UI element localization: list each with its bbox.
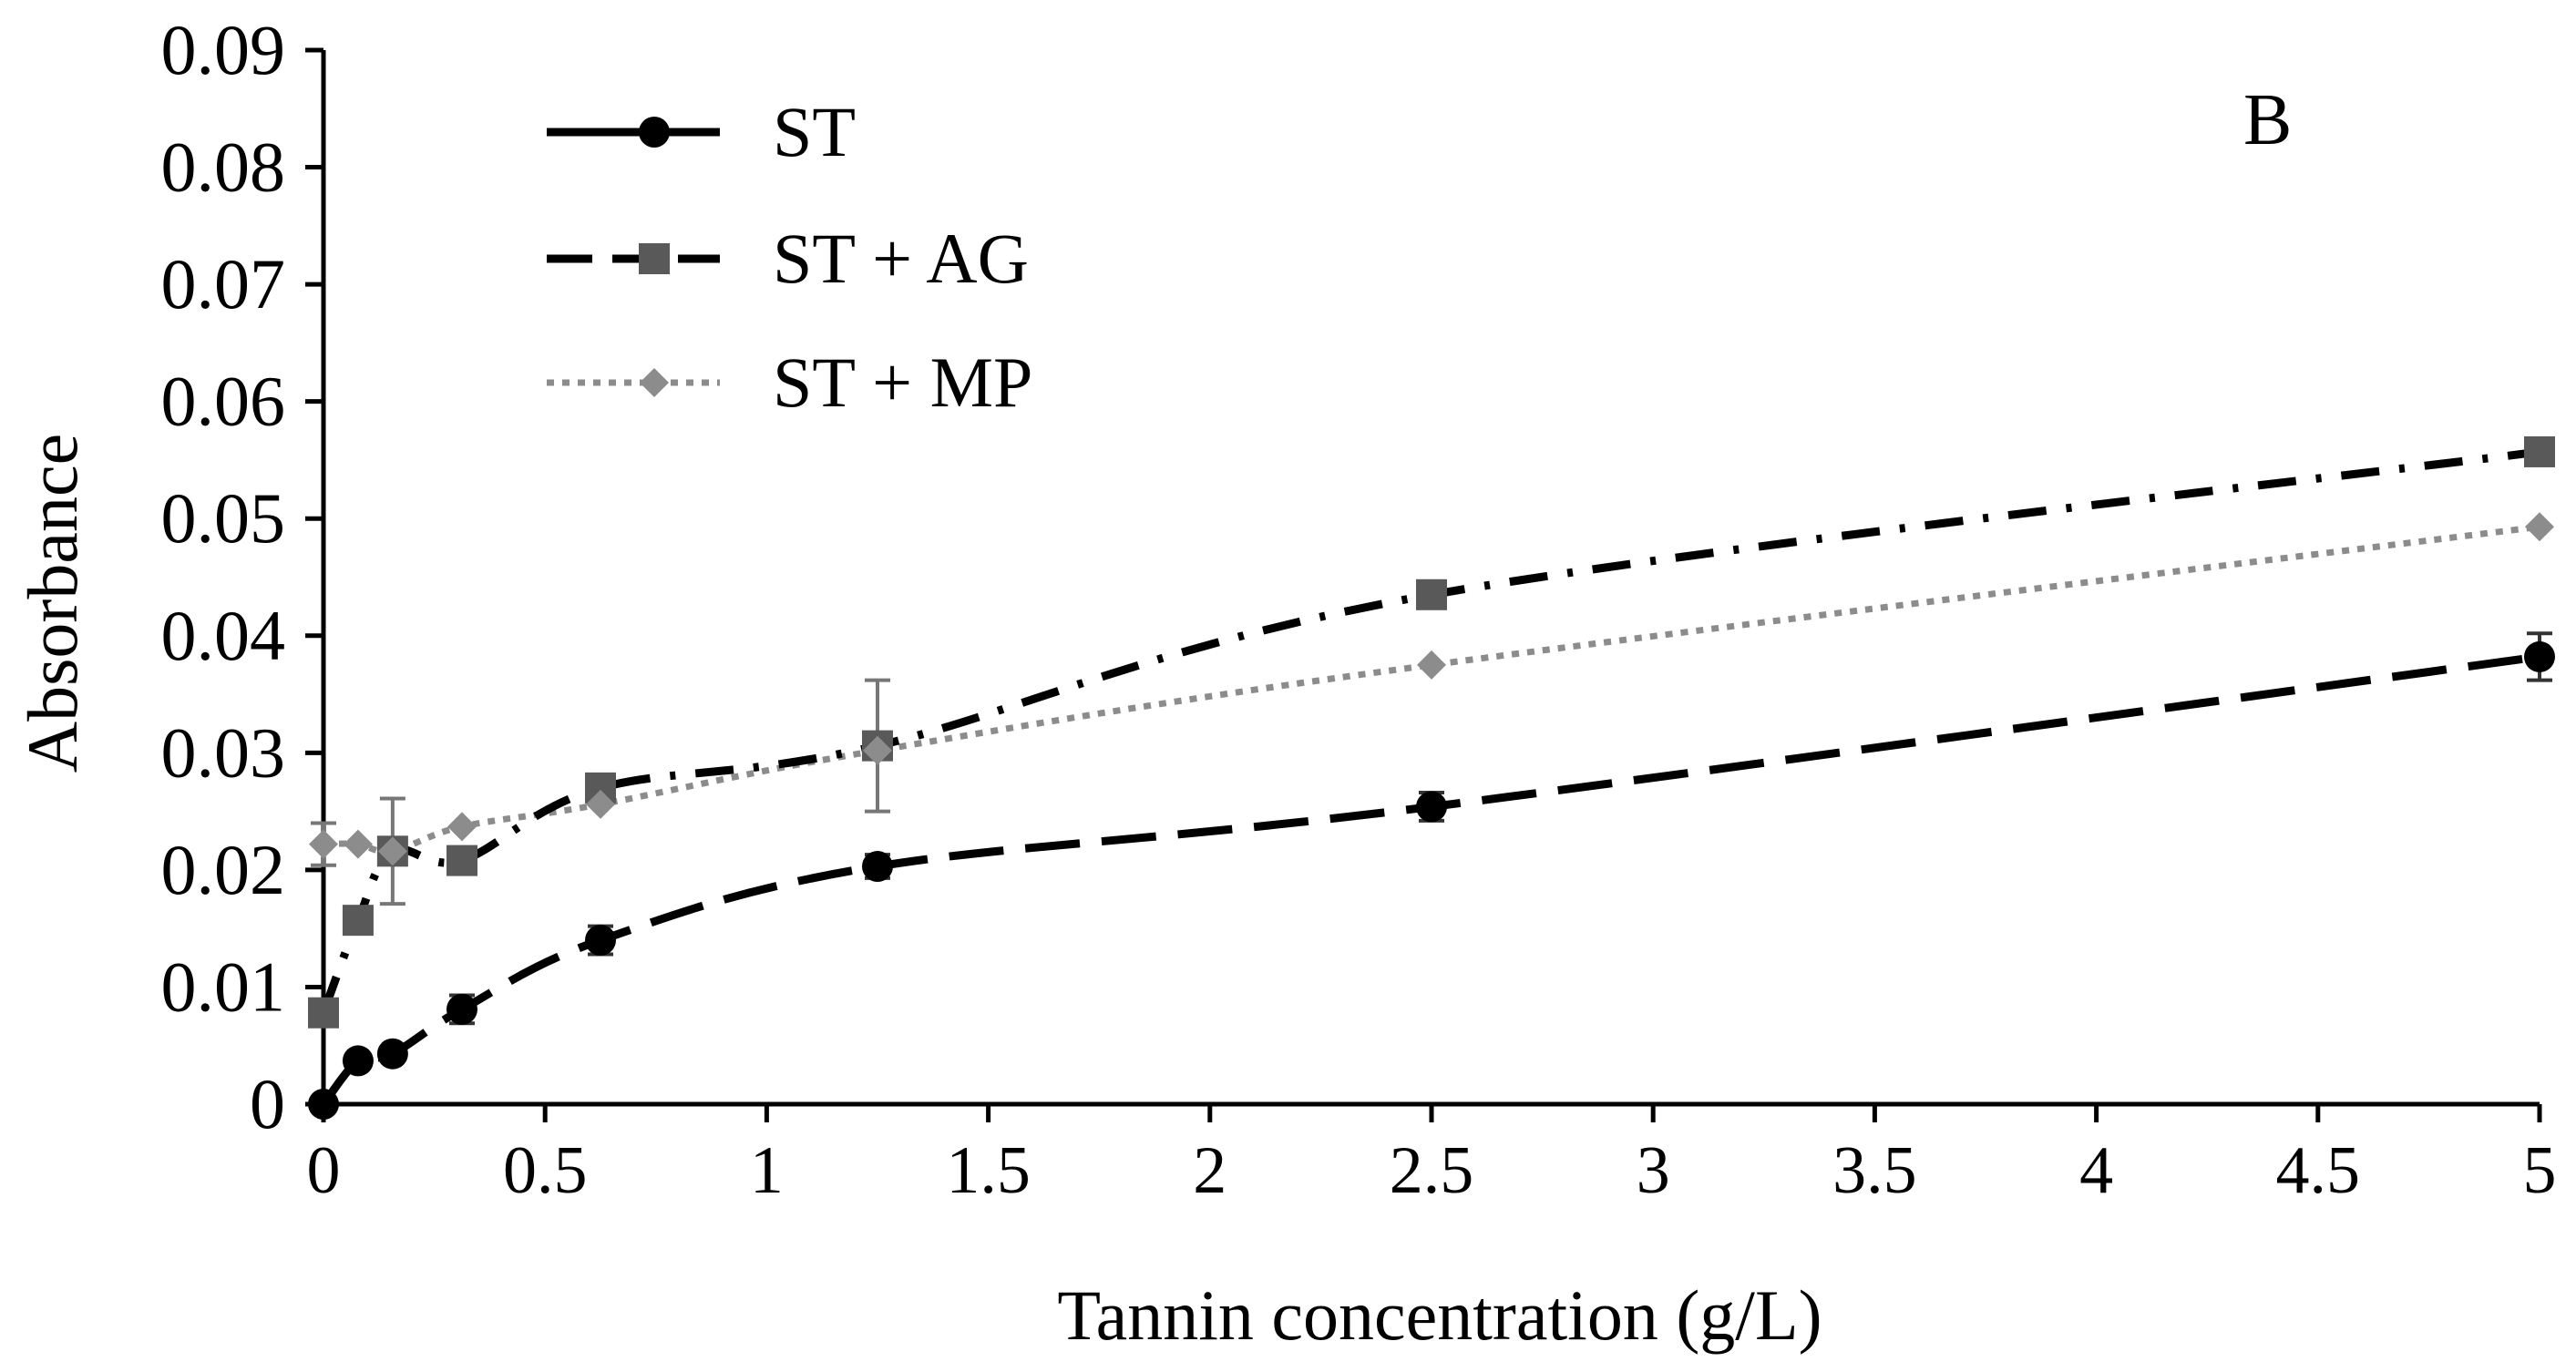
y-tick-label: 0.02	[161, 830, 286, 909]
data-point-st-mp	[343, 829, 373, 859]
data-point-st-mp	[377, 836, 407, 866]
data-point-st	[862, 851, 893, 883]
y-tick-label: 0.04	[161, 596, 286, 675]
data-point-st-mp	[309, 829, 338, 859]
x-tick-label: 2	[1193, 1133, 1226, 1208]
y-tick-label: 0.05	[161, 478, 286, 558]
x-tick-label: 2.5	[1390, 1133, 1474, 1208]
panel-label: B	[2243, 80, 2292, 160]
legend-marker-st	[639, 117, 670, 148]
x-tick-label: 4	[2079, 1133, 2113, 1208]
data-point-st-ag	[308, 997, 339, 1029]
x-tick-label: 0.5	[503, 1133, 588, 1208]
x-axis-title: Tannin concentration (g/L)	[1057, 1275, 1822, 1355]
data-point-st	[376, 1038, 408, 1070]
data-point-st	[585, 925, 616, 957]
data-point-st-mp	[586, 789, 615, 819]
series-line-st	[320, 652, 2540, 1107]
y-tick-label: 0.01	[161, 947, 286, 1026]
x-tick-label: 3.5	[1832, 1133, 1917, 1208]
data-point-st	[1416, 791, 1447, 823]
legend-item-st-mp: ST + MP	[547, 343, 1032, 422]
data-point-st-mp	[863, 735, 892, 765]
x-tick-label: 1.5	[946, 1133, 1031, 1208]
data-point-st-mp	[1417, 650, 1446, 680]
data-point-st-ag	[446, 845, 477, 876]
y-tick-label: 0.07	[161, 244, 286, 323]
x-tick-label: 0	[307, 1133, 341, 1208]
data-point-st	[342, 1045, 374, 1077]
legend-label-st-ag: ST + AG	[773, 219, 1029, 298]
data-point-st-mp	[2525, 512, 2554, 542]
y-tick-label: 0.03	[161, 712, 286, 792]
x-tick-label: 3	[1637, 1133, 1670, 1208]
x-tick-label: 5	[2523, 1133, 2557, 1208]
y-axis-title: Absorbance	[13, 434, 92, 773]
legend-item-st: ST	[547, 92, 856, 171]
data-point-st-ag	[342, 905, 374, 937]
data-point-st	[308, 1089, 339, 1120]
x-tick-label: 4.5	[2276, 1133, 2361, 1208]
y-tick-label: 0.06	[161, 362, 286, 441]
axes: 0 0.01 0.02 0.03 0.04 0.05 0.06 0.07 0.08 0.09 0 0.…	[161, 10, 2557, 1208]
legend-label-st: ST	[773, 92, 856, 171]
legend-item-st-ag: ST + AG	[547, 219, 1029, 298]
data-point-st-mp	[447, 812, 477, 842]
data-point-st-ag	[1416, 578, 1447, 610]
y-tick-label: 0.08	[161, 128, 286, 207]
x-tick-label: 1	[750, 1133, 784, 1208]
legend-label-st-mp: ST + MP	[773, 343, 1032, 422]
y-tick-label: 0.09	[161, 10, 286, 89]
data-point-st-ag	[2524, 435, 2555, 467]
data-point-st	[446, 993, 477, 1025]
legend: ST ST + AG ST + MP	[547, 92, 1032, 422]
y-tick-label: 0	[250, 1064, 285, 1143]
series-line-st-ag	[319, 447, 2540, 1015]
data-point-st	[2524, 640, 2555, 672]
legend-marker-st-ag	[639, 243, 670, 274]
chart-marks	[308, 435, 2555, 1120]
legend-marker-st-mp	[640, 368, 669, 397]
